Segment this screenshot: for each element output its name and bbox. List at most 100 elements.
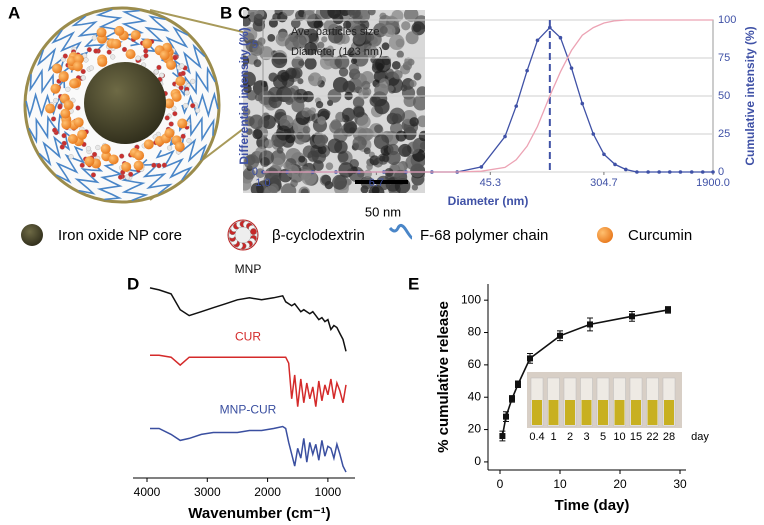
tem-particle bbox=[362, 87, 372, 97]
tem-particle bbox=[252, 19, 266, 32]
tem-particle bbox=[291, 56, 305, 70]
data-point bbox=[580, 101, 585, 106]
tem-particle bbox=[243, 107, 251, 117]
cyclodextrin bbox=[167, 145, 173, 151]
inset-label: 22 bbox=[646, 431, 658, 443]
data-point bbox=[689, 170, 694, 174]
tem-particle bbox=[304, 42, 318, 56]
curcumin bbox=[114, 25, 125, 36]
cyclodextrin bbox=[86, 47, 92, 53]
tem-particle bbox=[283, 161, 292, 170]
tem-particle bbox=[387, 85, 394, 92]
tem-particle bbox=[307, 150, 319, 162]
tem-particle bbox=[353, 32, 366, 45]
tem-particle bbox=[381, 42, 390, 51]
tem-particle bbox=[363, 147, 371, 155]
series-label: MNP-CUR bbox=[220, 403, 277, 417]
tem-particle bbox=[391, 60, 401, 70]
panel-label: E bbox=[408, 274, 419, 293]
curcumin bbox=[50, 83, 61, 94]
tem-particle bbox=[411, 184, 419, 191]
data-point bbox=[700, 170, 705, 174]
cyclodextrin bbox=[106, 49, 112, 55]
tem-particle bbox=[351, 58, 358, 65]
x-tick-label: 30 bbox=[673, 477, 687, 491]
data-point bbox=[624, 167, 628, 172]
data-point bbox=[629, 313, 635, 320]
legend-icon bbox=[227, 219, 259, 251]
curcumin bbox=[97, 56, 108, 67]
data-point bbox=[503, 134, 507, 139]
tem-particle bbox=[300, 188, 309, 193]
tem-particle bbox=[271, 52, 288, 69]
data-point bbox=[591, 132, 596, 136]
polymer-chain bbox=[155, 149, 193, 181]
iron-oxide-core bbox=[84, 62, 166, 144]
curcumin bbox=[125, 49, 136, 60]
tem-particle bbox=[352, 136, 367, 151]
curcumin bbox=[174, 141, 185, 152]
cyclodextrin bbox=[83, 57, 89, 63]
curcumin bbox=[133, 160, 144, 171]
tem-particle bbox=[264, 139, 274, 149]
series-line bbox=[263, 19, 713, 173]
tem-particle bbox=[388, 34, 405, 51]
cyclodextrin bbox=[88, 65, 94, 71]
tem-particle bbox=[405, 31, 419, 45]
tem-particle bbox=[361, 80, 371, 90]
cyclodextrin bbox=[135, 55, 141, 61]
vial-liquid bbox=[598, 400, 608, 425]
curcumin bbox=[63, 100, 74, 111]
data-point bbox=[535, 38, 540, 43]
inset-label: day bbox=[691, 431, 709, 443]
cyclodextrin bbox=[90, 172, 96, 178]
curcumin bbox=[166, 59, 177, 70]
cyclodextrin bbox=[53, 97, 59, 104]
curcumin bbox=[177, 118, 188, 129]
inset-label: 10 bbox=[613, 431, 625, 443]
curcumin bbox=[121, 161, 132, 172]
curcumin bbox=[96, 27, 107, 38]
cyclodextrin bbox=[172, 111, 178, 117]
tem-image bbox=[243, 10, 425, 193]
legend: Iron oxide NP core β-cyclodextrin F-68 p… bbox=[21, 219, 692, 251]
tem-particle bbox=[243, 154, 260, 170]
x-tick-label: 1.0 bbox=[255, 177, 270, 189]
curcumin bbox=[73, 54, 84, 65]
curcumin bbox=[69, 78, 80, 89]
curcumin bbox=[77, 129, 88, 140]
tem-particle bbox=[269, 183, 279, 193]
tem-particle bbox=[296, 131, 304, 140]
data-point bbox=[587, 321, 593, 328]
tem-particle bbox=[326, 45, 334, 53]
tem-particle bbox=[338, 162, 355, 178]
legend-label: β-cyclodextrin bbox=[272, 227, 365, 244]
x-tick-label: 0 bbox=[497, 477, 504, 491]
tem-particle bbox=[418, 130, 425, 142]
tem-particle bbox=[342, 80, 356, 94]
tem-particle bbox=[352, 96, 365, 108]
curcumin bbox=[111, 38, 122, 49]
tem-particle bbox=[416, 115, 425, 128]
tem-particle bbox=[416, 86, 425, 98]
data-point bbox=[558, 35, 563, 40]
tem-particle bbox=[410, 162, 425, 178]
cyclodextrin bbox=[51, 116, 57, 122]
tem-particle bbox=[403, 10, 419, 22]
tem-particle bbox=[317, 41, 325, 49]
data-point bbox=[479, 165, 484, 169]
cyclodextrin bbox=[79, 162, 85, 168]
cyclodextrin bbox=[121, 46, 128, 53]
data-point bbox=[515, 381, 521, 388]
inset-label: 28 bbox=[663, 431, 675, 443]
y-tick-label: 0 bbox=[252, 166, 258, 178]
tem-particle bbox=[298, 155, 306, 163]
cyclodextrin bbox=[195, 107, 201, 114]
tem-particle bbox=[291, 99, 305, 113]
tem-particle bbox=[284, 36, 299, 51]
y-tick-label: 100 bbox=[461, 292, 481, 306]
tem-particle bbox=[365, 45, 378, 59]
polymer-chain bbox=[96, 163, 123, 201]
x-tick-label: 4000 bbox=[134, 485, 161, 499]
